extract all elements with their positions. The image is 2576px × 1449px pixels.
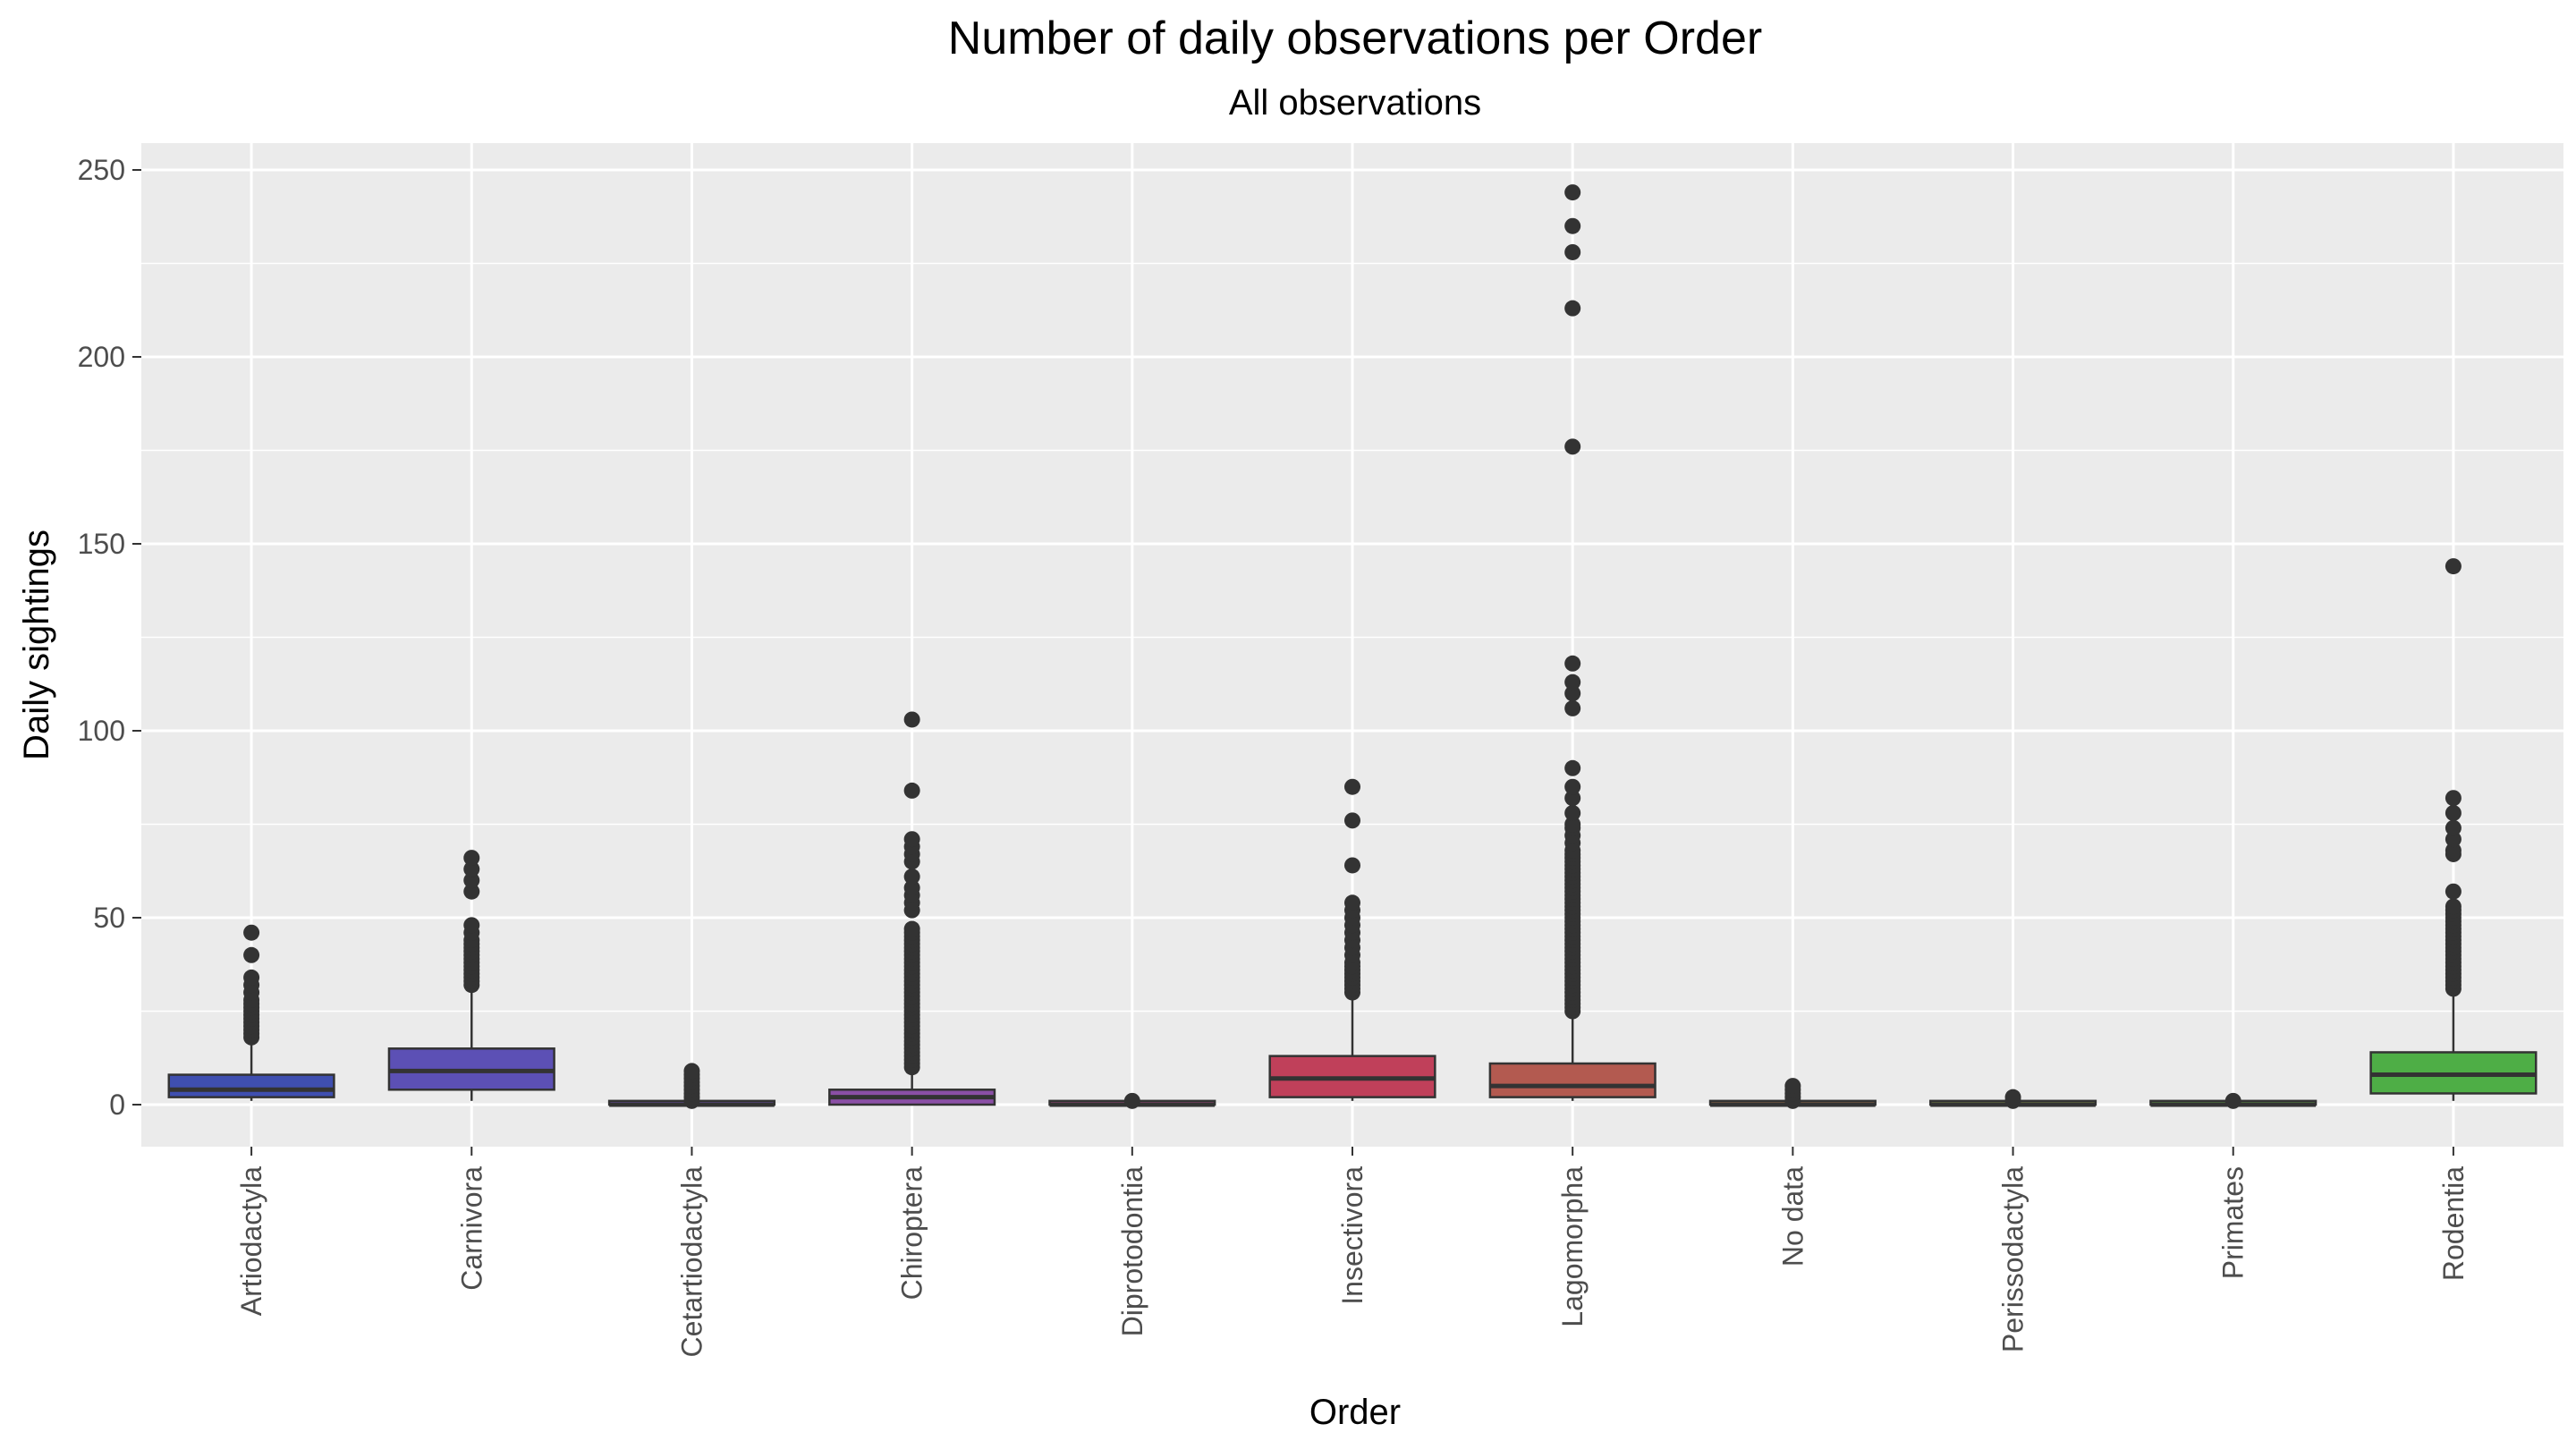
outlier-point — [683, 1063, 700, 1080]
x-tick-label: Diprotodontia — [1116, 1166, 1148, 1337]
outlier-point — [1123, 1092, 1140, 1109]
outlier-point — [1564, 699, 1581, 716]
outlier-point — [1564, 243, 1581, 260]
outlier-point — [2004, 1089, 2021, 1106]
y-axis-title: Daily sightings — [17, 530, 56, 760]
x-tick-label: No data — [1776, 1166, 1809, 1267]
x-tick-label: Insectivora — [1336, 1166, 1368, 1305]
outlier-point — [1344, 857, 1360, 874]
boxplot-cetartiodactyla — [607, 1063, 776, 1109]
outlier-point — [1564, 816, 1581, 833]
boxplot-rodentia — [2369, 558, 2538, 1101]
outlier-point — [243, 969, 260, 986]
boxplot-lagomorpha — [1488, 184, 1657, 1101]
outlier-point — [2445, 898, 2462, 915]
x-tick-label: Chiroptera — [896, 1166, 928, 1301]
outlier-point — [903, 869, 920, 886]
outlier-point — [463, 850, 480, 867]
x-tick-label: Rodentia — [2437, 1166, 2470, 1281]
outlier-point — [463, 917, 480, 934]
boxplot-artiodactyla — [167, 924, 335, 1101]
outlier-point — [1344, 812, 1360, 829]
outlier-point — [1564, 685, 1581, 702]
outlier-point — [1564, 438, 1581, 455]
outlier-point — [2445, 790, 2462, 807]
outlier-point — [1344, 894, 1360, 911]
x-axis-title: Order — [1309, 1393, 1401, 1432]
outlier-point — [2224, 1092, 2241, 1109]
outlier-point — [1344, 778, 1360, 795]
chart-title: Number of daily observations per Order — [948, 13, 1762, 64]
outlier-point — [903, 879, 920, 896]
chart-subtitle: All observations — [1229, 83, 1481, 123]
y-tick-label: 0 — [109, 1089, 125, 1121]
outlier-point — [463, 872, 480, 889]
outlier-point — [1564, 217, 1581, 234]
outlier-point — [2445, 842, 2462, 859]
y-axis: 0 50 100 150 200 250 — [78, 154, 141, 1121]
boxplots — [167, 184, 2538, 1109]
outlier-point — [463, 883, 480, 900]
boxplot-no-data — [1708, 1078, 1877, 1109]
boxplot-insectivora — [1268, 778, 1436, 1101]
outlier-point — [2445, 558, 2462, 575]
outlier-point — [903, 920, 920, 937]
x-tick-label: Cetartiodactyla — [675, 1166, 708, 1358]
box — [167, 1073, 335, 1098]
y-tick-label: 250 — [78, 154, 125, 186]
x-tick-label: Lagomorpha — [1556, 1166, 1589, 1327]
outlier-point — [1564, 804, 1581, 821]
outlier-point — [463, 860, 480, 877]
boxplot-perissodactyla — [1928, 1089, 2097, 1109]
outlier-point — [1564, 674, 1581, 691]
outlier-point — [1564, 778, 1581, 795]
outlier-point — [2445, 883, 2462, 900]
x-tick-label: Carnivora — [455, 1166, 487, 1291]
boxplot-primates — [2149, 1092, 2318, 1109]
outlier-point — [1784, 1078, 1801, 1095]
outlier-point — [1564, 300, 1581, 317]
gridlines — [141, 143, 2563, 1147]
outlier-point — [1564, 759, 1581, 776]
outlier-point — [903, 782, 920, 799]
outlier-point — [1564, 655, 1581, 672]
x-tick-label: Artiodactyla — [235, 1166, 267, 1316]
outlier-point — [2445, 804, 2462, 821]
boxplot-carnivora — [387, 850, 555, 1101]
y-tick-label: 100 — [78, 715, 125, 747]
outlier-point — [243, 946, 260, 963]
box — [1488, 1062, 1657, 1098]
outlier-point — [903, 831, 920, 848]
boxplot-diprotodontia — [1048, 1092, 1216, 1109]
outlier-point — [2445, 831, 2462, 848]
x-tick-label: Perissodactyla — [1997, 1166, 2029, 1352]
y-tick-label: 150 — [78, 528, 125, 560]
outlier-point — [1564, 790, 1581, 807]
boxplot-chiroptera — [828, 711, 996, 1106]
outlier-point — [1564, 184, 1581, 201]
x-axis: Artiodactyla Carnivora Cetartiodactyla Chir… — [235, 1147, 2470, 1357]
outlier-point — [903, 711, 920, 728]
y-tick-label: 50 — [93, 902, 125, 934]
y-tick-label: 200 — [78, 341, 125, 373]
outlier-point — [243, 924, 260, 941]
outlier-point — [2445, 819, 2462, 836]
x-tick-label: Primates — [2217, 1166, 2250, 1279]
